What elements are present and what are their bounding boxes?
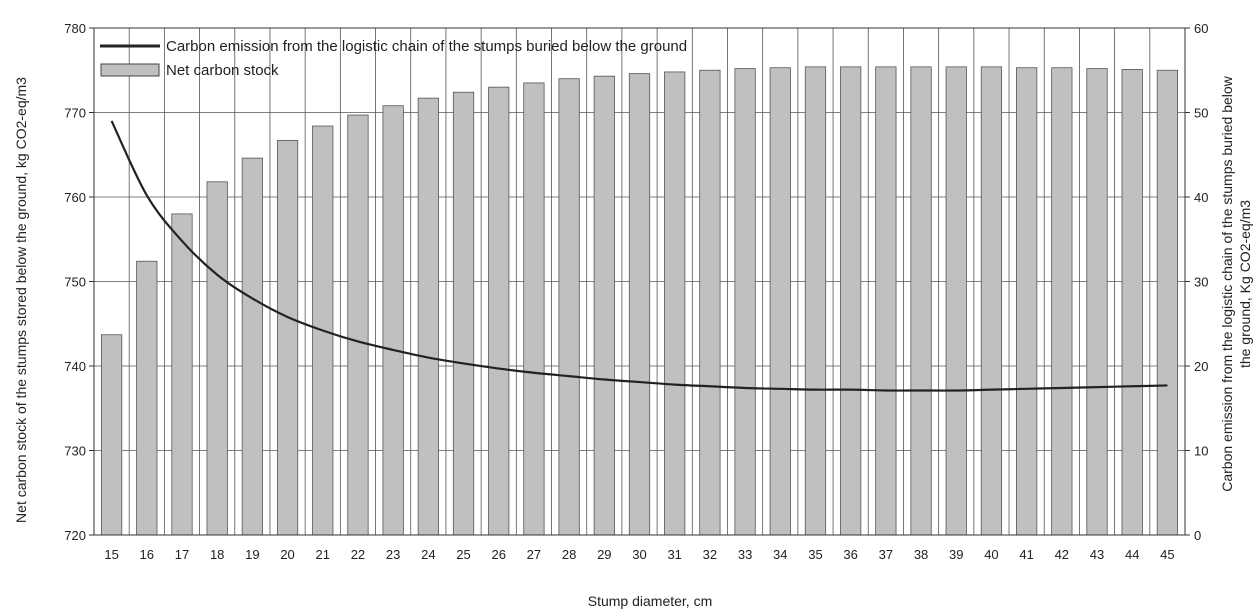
bar-31 (664, 71, 686, 536)
right-tick-label: 0 (1194, 528, 1201, 543)
right-axis-title-line-1: Carbon emission from the logistic chain … (1219, 75, 1235, 491)
legend: Carbon emission from the logistic chain … (100, 38, 687, 79)
x-tick-label: 21 (316, 547, 330, 562)
x-tick-label: 28 (562, 547, 576, 562)
left-tick-label: 720 (64, 528, 86, 543)
legend-bar-swatch (100, 63, 160, 77)
left-tick-label: 770 (64, 106, 86, 121)
bar-45 (1156, 69, 1179, 536)
emission-line (110, 120, 1168, 392)
x-tick-label: 24 (421, 547, 435, 562)
x-tick-label: 44 (1125, 547, 1139, 562)
bar-44 (1121, 69, 1143, 536)
bar-19 (241, 157, 263, 536)
bar-26 (488, 86, 510, 536)
left-tick-label: 750 (64, 275, 86, 290)
bar-42 (1051, 67, 1073, 536)
x-tick-label: 37 (879, 547, 893, 562)
x-tick-label: 31 (667, 547, 681, 562)
bar-38 (910, 66, 932, 536)
x-tick-label: 35 (808, 547, 822, 562)
bar-25 (452, 91, 475, 536)
x-tick-label: 33 (738, 547, 752, 562)
legend-line-label: Carbon emission from the logistic chain … (166, 38, 687, 55)
right-tick-label: 10 (1194, 444, 1208, 459)
left-tick-label: 730 (64, 444, 86, 459)
bar-40 (980, 66, 1003, 536)
bar-18 (206, 181, 228, 536)
right-axis-title-line-2: the ground, Kg CO2-eq/m3 (1237, 200, 1253, 368)
x-tick-label: 42 (1055, 547, 1069, 562)
legend-bar-label: Net carbon stock (166, 62, 279, 79)
x-tick-label: 27 (527, 547, 541, 562)
bar-28 (558, 78, 580, 536)
x-tick-label: 38 (914, 547, 928, 562)
bar-30 (628, 73, 651, 536)
bar-27 (523, 82, 545, 536)
bar-16 (136, 260, 158, 536)
bar-17 (171, 213, 193, 536)
bar-34 (769, 67, 791, 536)
bar-39 (945, 66, 967, 536)
x-tick-label: 15 (104, 547, 118, 562)
bars (100, 66, 1179, 536)
left-tick-label: 780 (64, 21, 86, 36)
bar-22 (347, 114, 369, 536)
bar-15 (100, 334, 123, 536)
x-tick-label: 23 (386, 547, 400, 562)
x-tick-label: 20 (280, 547, 294, 562)
x-tick-label: 25 (456, 547, 470, 562)
x-tick-label: 41 (1019, 547, 1033, 562)
x-tick-label: 32 (703, 547, 717, 562)
bar-24 (417, 97, 439, 536)
right-tick-label: 60 (1194, 21, 1208, 36)
left-tick-label: 740 (64, 359, 86, 374)
right-tick-label: 40 (1194, 190, 1208, 205)
x-tick-label: 36 (843, 547, 857, 562)
x-tick-label: 30 (632, 547, 646, 562)
right-tick-label: 20 (1194, 359, 1208, 374)
bar-23 (382, 105, 404, 536)
bar-36 (840, 66, 862, 536)
left-axis-ticks: 720 730 740 750 760 770 780 (64, 21, 94, 543)
bar-32 (699, 69, 721, 536)
x-tick-label: 18 (210, 547, 224, 562)
left-tick-label: 760 (64, 190, 86, 205)
x-tick-label: 45 (1160, 547, 1174, 562)
x-tick-label: 43 (1090, 547, 1104, 562)
x-tick-label: 19 (245, 547, 259, 562)
right-tick-label: 50 (1194, 106, 1208, 121)
gridlines (94, 27, 1185, 536)
x-tick-label: 16 (140, 547, 154, 562)
x-tick-label: 17 (175, 547, 189, 562)
x-tick-label: 29 (597, 547, 611, 562)
bar-29 (593, 75, 615, 536)
bar-33 (734, 68, 756, 536)
bar-43 (1086, 68, 1108, 536)
bar-37 (875, 66, 897, 536)
line-series (110, 120, 1168, 392)
right-axis-ticks: 0 10 20 30 40 50 60 (1185, 21, 1208, 543)
x-axis-ticks: 15 16 17 18 19 20 21 22 23 24 25 26 27 28 29 30 31 32 33 34… (104, 547, 1174, 562)
right-tick-label: 30 (1194, 275, 1208, 290)
x-tick-label: 22 (351, 547, 365, 562)
bar-20 (276, 139, 299, 536)
x-tick-label: 26 (491, 547, 505, 562)
x-tick-label: 40 (984, 547, 998, 562)
x-tick-label: 39 (949, 547, 963, 562)
x-axis-title: Stump diameter, cm (588, 593, 713, 609)
bar-35 (804, 66, 827, 536)
x-tick-label: 34 (773, 547, 787, 562)
bar-41 (1016, 67, 1038, 536)
left-axis-title: Net carbon stock of the stumps stored be… (13, 77, 29, 523)
